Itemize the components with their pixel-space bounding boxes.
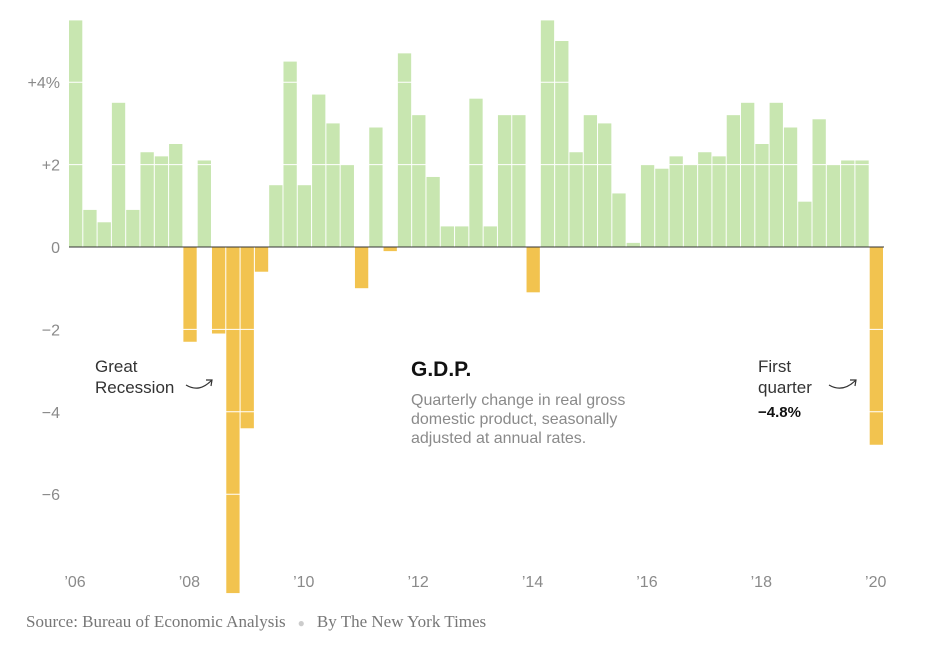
arrowhead-icon xyxy=(850,379,857,387)
bar xyxy=(97,222,111,247)
bar xyxy=(226,247,240,594)
y-tick-label: −4 xyxy=(42,405,60,422)
bar xyxy=(569,152,583,247)
annotation-line: First xyxy=(758,357,791,376)
bar xyxy=(240,247,254,429)
chart-title: G.D.P. xyxy=(411,358,471,381)
bar xyxy=(855,160,869,247)
bar xyxy=(655,168,669,247)
bar xyxy=(326,123,340,247)
bar xyxy=(640,164,655,247)
bar xyxy=(783,127,798,247)
x-tick-label: ’14 xyxy=(522,574,543,591)
bar xyxy=(283,61,297,247)
x-tick-label: ’08 xyxy=(179,574,200,591)
annotation-arrow-icon xyxy=(185,379,213,389)
bar xyxy=(598,123,612,247)
bar xyxy=(483,226,497,247)
x-tick-label: ’06 xyxy=(64,574,85,591)
bar xyxy=(512,115,526,247)
y-axis-ticks: +4% +2 0 −2 −4 −6 xyxy=(28,75,61,504)
byline: By The New York Times xyxy=(316,612,487,631)
gridlines xyxy=(69,81,884,495)
bar xyxy=(369,127,383,247)
source-credit: Source: Bureau of Economic Analysis xyxy=(26,612,286,631)
annotation-line: Recession xyxy=(95,378,174,397)
annotation-line: Great xyxy=(95,357,138,376)
bar xyxy=(526,247,540,293)
x-axis-ticks: ’06 ’08 ’10 ’12 ’14 ’16 ’18 ’20 xyxy=(64,574,886,591)
bar xyxy=(140,152,154,247)
chart-subtitle-line: domestic product, seasonally xyxy=(411,411,617,428)
bar xyxy=(354,247,369,289)
bar xyxy=(69,20,83,248)
x-tick-label: ’10 xyxy=(293,574,314,591)
x-tick-label: ’12 xyxy=(407,574,428,591)
chart-subtitle-line: adjusted at annual rates. xyxy=(411,430,586,447)
bar xyxy=(798,201,812,247)
bar xyxy=(540,20,555,248)
bar xyxy=(683,164,698,247)
bar xyxy=(412,115,426,247)
chart-title-block: G.D.P. Quarterly change in real gross do… xyxy=(411,358,625,447)
bar xyxy=(340,164,354,247)
bar xyxy=(726,115,741,247)
bar xyxy=(211,247,226,334)
bar xyxy=(869,247,883,445)
bar xyxy=(612,193,626,247)
annotation-first-quarter: First quarter −4.8% xyxy=(758,357,857,421)
bar xyxy=(469,98,483,248)
annotation-arrow-icon xyxy=(828,379,857,389)
bar xyxy=(455,226,469,247)
bars xyxy=(69,20,883,594)
bar xyxy=(111,102,126,247)
bar xyxy=(83,209,97,247)
gdp-chart: +4% +2 0 −2 −4 −6 ’06 ’08 ’10 ’12 ’14 ’16 ’18 ’20 Gr… xyxy=(28,20,886,594)
bar xyxy=(826,164,841,247)
bar xyxy=(154,156,169,247)
bar xyxy=(555,41,569,247)
x-tick-label: ’20 xyxy=(865,574,886,591)
bar xyxy=(440,226,455,247)
annotation-great-recession: Great Recession xyxy=(95,357,213,397)
bar xyxy=(254,247,269,272)
bar xyxy=(297,185,312,247)
bar xyxy=(712,156,726,247)
bar xyxy=(698,152,712,247)
x-tick-label: ’18 xyxy=(751,574,772,591)
x-tick-label: ’16 xyxy=(636,574,657,591)
bar xyxy=(269,185,283,247)
chart-subtitle-line: Quarterly change in real gross xyxy=(411,392,625,409)
annotation-value: −4.8% xyxy=(758,404,801,421)
bar xyxy=(841,160,855,247)
annotation-line: quarter xyxy=(758,378,812,397)
bar xyxy=(583,115,598,247)
bar xyxy=(497,115,512,247)
y-tick-label: +4% xyxy=(28,75,60,92)
bar xyxy=(755,144,769,247)
arrowhead-icon xyxy=(206,379,213,387)
bar xyxy=(741,102,755,247)
y-tick-label: −2 xyxy=(42,322,60,339)
bar xyxy=(169,144,183,247)
bar xyxy=(197,160,211,247)
bar xyxy=(183,247,197,342)
bar xyxy=(669,156,683,247)
bar xyxy=(812,119,826,247)
bar xyxy=(426,176,440,247)
y-tick-label: +2 xyxy=(42,158,60,175)
bar xyxy=(397,53,412,247)
y-tick-label: 0 xyxy=(51,240,60,257)
chart-footer: Source: Bureau of Economic Analysis ● By T… xyxy=(26,612,486,632)
bar xyxy=(383,247,397,252)
separator-dot-icon: ● xyxy=(297,615,305,630)
bar xyxy=(312,94,326,247)
bar xyxy=(769,102,783,247)
y-tick-label: −6 xyxy=(42,487,60,504)
bar xyxy=(126,209,140,247)
bar xyxy=(626,242,640,247)
